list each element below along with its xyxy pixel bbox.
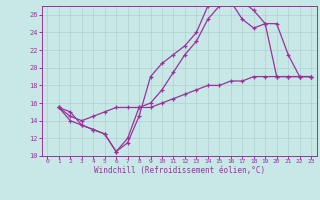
X-axis label: Windchill (Refroidissement éolien,°C): Windchill (Refroidissement éolien,°C) bbox=[94, 166, 265, 175]
